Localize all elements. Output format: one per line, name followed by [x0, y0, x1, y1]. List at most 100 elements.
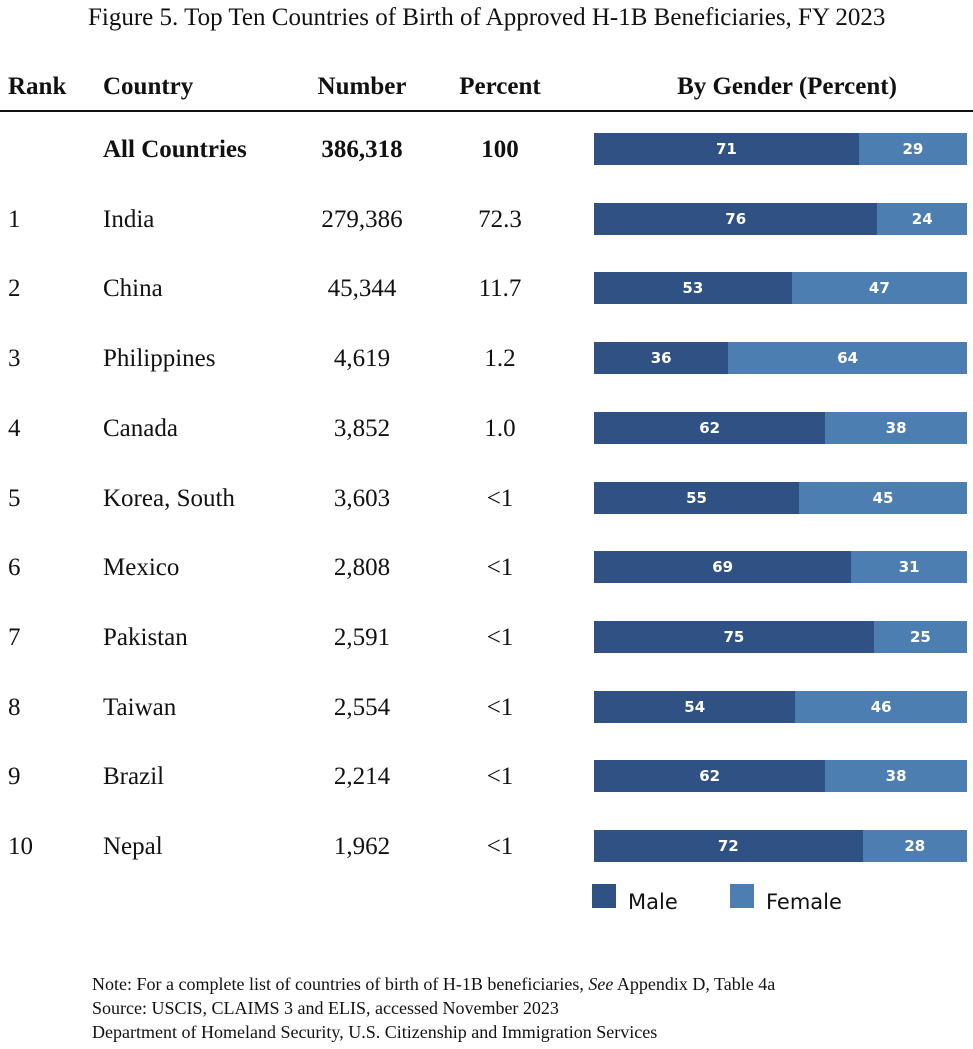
- rank-cell: 6: [8, 554, 21, 582]
- bar-segment-female: 38: [825, 411, 967, 444]
- country-cell: India: [103, 205, 155, 233]
- number-cell: 2,214: [333, 763, 391, 791]
- bar-segment-male: 76: [594, 202, 878, 235]
- legend-item-male: Male: [592, 884, 678, 914]
- percent-cell: 11.7: [478, 275, 522, 303]
- rank-cell: 1: [8, 205, 21, 233]
- country-cell: All Countries: [103, 136, 247, 163]
- country-cell: Canada: [103, 414, 178, 442]
- percent-cell: 1.2: [484, 345, 516, 373]
- bar-segment-male: 71: [594, 133, 859, 165]
- bar-segment-female: 45: [799, 481, 967, 514]
- country-cell: Korea, South: [103, 484, 235, 512]
- percent-cell: <1: [486, 554, 514, 582]
- bar-segment-female: 46: [795, 690, 967, 723]
- gender-bar: 54 46: [594, 690, 967, 723]
- bar-segment-female: 24: [877, 202, 967, 235]
- number-cell: 1,962: [333, 833, 391, 860]
- legend-label-male: Male: [628, 890, 678, 914]
- bar-segment-female: 28: [862, 830, 967, 862]
- gender-bar: 55 45: [594, 481, 967, 514]
- legend: Male Female: [592, 884, 972, 914]
- department-line: Department of Homeland Security, U.S. Ci…: [92, 1022, 658, 1042]
- percent-cell: 100: [481, 136, 519, 163]
- number-cell: 2,591: [333, 623, 391, 651]
- rank-cell: 5: [8, 484, 21, 512]
- bar-segment-male: 53: [594, 272, 792, 305]
- country-cell: Taiwan: [103, 693, 177, 721]
- gender-bar: 75 25: [594, 620, 967, 653]
- number-cell: 3,603: [333, 484, 391, 512]
- percent-cell: <1: [486, 833, 514, 860]
- rank-cell: 2: [8, 275, 21, 303]
- legend-item-female: Female: [730, 884, 842, 914]
- percent-cell: 1.0: [484, 414, 516, 442]
- country-cell: China: [103, 275, 163, 303]
- number-cell: 2,808: [333, 554, 391, 582]
- percent-cell: <1: [486, 693, 514, 721]
- note-see: See: [588, 974, 614, 994]
- table-row: 4 Canada 3,852 1.0 62 38: [0, 411, 973, 446]
- bar-segment-female: 29: [858, 133, 967, 165]
- table-row: 2 China 45,344 11.7 53 47: [0, 272, 973, 306]
- rank-cell: 10: [8, 833, 33, 860]
- number-cell: 3,852: [333, 414, 391, 442]
- header-rank: Rank: [8, 73, 67, 100]
- number-cell: 4,619: [333, 345, 391, 373]
- gender-bar: 53 47: [594, 272, 967, 305]
- bar-segment-female: 64: [728, 342, 967, 375]
- header-country: Country: [103, 73, 194, 100]
- notes: Note: For a complete list of countries o…: [92, 972, 775, 1044]
- legend-swatch-male: [592, 884, 616, 908]
- header-rule: [0, 110, 973, 112]
- gender-bar: 69 31: [594, 551, 967, 584]
- source-line: Source: USCIS, CLAIMS 3 and ELIS, access…: [92, 998, 559, 1018]
- rank-cell: 7: [8, 623, 21, 651]
- legend-label-female: Female: [766, 890, 842, 914]
- country-cell: Pakistan: [103, 623, 188, 651]
- note-line: Note: For a complete list of countries o…: [92, 972, 775, 996]
- gender-bar: 36 64: [594, 342, 967, 375]
- bar-segment-male: 62: [594, 760, 826, 793]
- bar-segment-male: 75: [594, 620, 874, 653]
- bar-segment-female: 47: [791, 272, 967, 305]
- header-percent: Percent: [459, 73, 541, 100]
- bar-segment-female: 38: [825, 760, 967, 793]
- bar-segment-male: 55: [594, 481, 800, 514]
- percent-cell: <1: [486, 623, 514, 651]
- table-row: 10 Nepal 1,962 <1 72 28: [0, 830, 973, 864]
- percent-cell: 72.3: [478, 205, 522, 233]
- table-row: 7 Pakistan 2,591 <1 75 25: [0, 620, 973, 655]
- country-cell: Mexico: [103, 554, 180, 582]
- header-number: Number: [317, 73, 407, 100]
- number-cell: 2,554: [333, 693, 391, 721]
- bar-segment-male: 69: [594, 551, 852, 584]
- legend-swatch-female: [730, 884, 754, 908]
- table-row: 1 India 279,386 72.3 76 24: [0, 202, 973, 237]
- country-cell: Nepal: [103, 833, 163, 860]
- number-cell: 279,386: [321, 205, 403, 233]
- bar-segment-female: 25: [873, 620, 967, 653]
- header-by-gender: By Gender (Percent): [677, 73, 897, 100]
- table-row: 5 Korea, South 3,603 <1 55 45: [0, 481, 973, 516]
- rank-cell: 4: [8, 414, 21, 442]
- rank-cell: 8: [8, 693, 21, 721]
- rank-cell: 9: [8, 763, 21, 791]
- gender-bar: 76 24: [594, 202, 967, 235]
- table-row: 9 Brazil 2,214 <1 62 38: [0, 760, 973, 794]
- bar-segment-male: 72: [594, 830, 863, 862]
- gender-bar: 72 28: [594, 830, 967, 862]
- number-cell: 386,318: [321, 136, 403, 163]
- table-row: 6 Mexico 2,808 <1 69 31: [0, 551, 973, 585]
- country-cell: Philippines: [103, 345, 216, 373]
- percent-cell: <1: [486, 484, 514, 512]
- bar-segment-male: 54: [594, 690, 796, 723]
- bar-segment-male: 36: [594, 342, 729, 375]
- rank-cell: 3: [8, 345, 21, 373]
- table-row: 8 Taiwan 2,554 <1 54 46: [0, 690, 973, 725]
- table-row: 3 Philippines 4,619 1.2 36 64: [0, 342, 973, 376]
- bar-segment-male: 62: [594, 411, 826, 444]
- note-text: Note: For a complete list of countries o…: [92, 974, 589, 994]
- gender-bar: 62 38: [594, 411, 967, 444]
- table-row: All Countries 386,318 100 71 29: [0, 133, 973, 167]
